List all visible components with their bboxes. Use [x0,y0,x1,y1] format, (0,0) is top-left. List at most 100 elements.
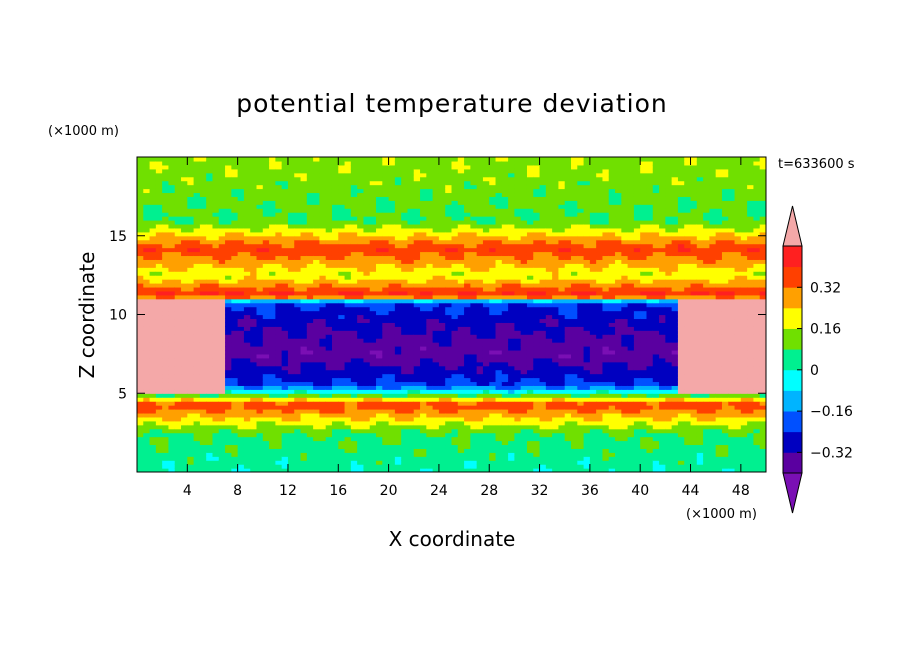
heatmap-cell [470,416,478,422]
heatmap-cell [394,208,402,213]
heatmap-cell [457,168,465,174]
heatmap-cell [520,377,528,383]
heatmap-cell [331,172,339,178]
heatmap-cell [464,405,471,410]
heatmap-cell [426,456,434,461]
heatmap-cell [344,192,352,197]
heatmap-cell [357,231,365,237]
heatmap-cell [313,373,321,379]
heatmap-cell [376,176,383,182]
heatmap-cell [331,275,339,280]
heatmap-cell [155,432,163,438]
heatmap-cell [281,231,289,237]
heatmap-cell [225,401,232,406]
heatmap-cell [193,212,201,217]
heatmap-cell [520,424,528,430]
heatmap-cell [350,377,358,383]
heatmap-cell [350,397,358,402]
heatmap-cell [520,416,528,422]
heatmap-cell [313,381,321,386]
heatmap-cell [445,349,453,355]
heatmap-cell [168,231,176,237]
heatmap-cell [426,440,434,446]
heatmap-cell [464,409,471,414]
heatmap-cell [262,405,270,410]
heatmap-cell [275,338,283,343]
heatmap-cell [225,330,232,335]
heatmap-cell [193,157,201,162]
heatmap-cell [162,275,170,280]
heatmap-cell [231,251,239,257]
heatmap-cell [376,279,383,284]
heatmap-cell [495,432,503,438]
heatmap-cell [426,322,434,327]
heatmap-cell [269,243,276,249]
heatmap-cell [199,196,207,201]
heatmap-cell [155,357,163,363]
heatmap-cell [325,412,333,418]
heatmap-cell [331,180,339,186]
heatmap-cell [508,416,515,422]
heatmap-cell [457,310,465,316]
heatmap-cell [495,452,503,457]
heatmap-cell [137,223,144,229]
heatmap-cell [388,432,396,438]
heatmap-cell [225,326,232,331]
heatmap-cell [162,365,170,371]
heatmap-cell [401,420,409,426]
heatmap-cell [470,164,478,170]
heatmap-cell [300,283,308,288]
heatmap-cell [137,409,144,414]
heatmap-cell [306,231,314,237]
heatmap-cell [243,231,251,237]
heatmap-cell [218,416,226,422]
heatmap-cell [438,397,446,402]
heatmap-cell [325,397,333,402]
heatmap-cell [218,393,226,398]
heatmap-cell [520,436,528,442]
heatmap-cell [407,239,415,245]
heatmap-cell [269,212,276,217]
heatmap-cell [482,326,490,331]
heatmap-cell [287,247,295,253]
heatmap-cell [401,357,409,363]
heatmap-cell [331,409,339,414]
heatmap-cell [508,460,515,465]
heatmap-cell [300,409,308,414]
heatmap-cell [306,369,314,375]
heatmap-cell [143,412,151,418]
heatmap-cell [382,322,390,327]
heatmap-cell [331,322,339,327]
heatmap-cell [143,176,151,182]
heatmap-cell [470,424,478,430]
heatmap-cell [250,259,258,264]
heatmap-cell [231,373,239,379]
heatmap-cell [476,294,484,300]
heatmap-cell [376,294,383,300]
heatmap-cell [199,227,207,233]
heatmap-cell [514,346,522,351]
heatmap-cell [218,397,226,402]
heatmap-cell [514,353,522,359]
heatmap-cell [331,444,339,449]
heatmap-cell [369,255,377,260]
heatmap-cell [155,330,163,335]
heatmap-cell [426,294,434,300]
heatmap-cell [432,464,440,469]
heatmap-cell [206,200,214,205]
heatmap-cell [438,310,446,316]
heatmap-cell [231,401,239,406]
heatmap-cell [407,235,415,241]
heatmap-cell [476,314,484,320]
heatmap-cell [193,460,201,465]
heatmap-cell [344,353,352,359]
heatmap-cell [489,227,497,233]
heatmap-cell [470,255,478,260]
heatmap-cell [206,440,214,446]
heatmap-cell [218,263,226,268]
heatmap-cell [420,373,427,379]
heatmap-cell [218,290,226,296]
heatmap-cell [388,460,396,465]
heatmap-cell [508,369,515,375]
heatmap-cell [357,357,365,363]
